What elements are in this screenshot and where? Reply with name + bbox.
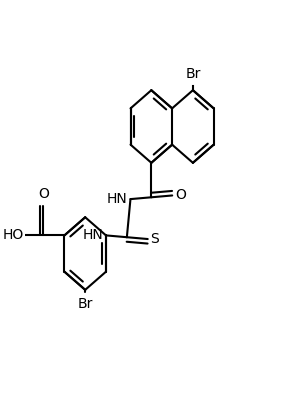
Text: O: O — [175, 189, 186, 202]
Text: Br: Br — [185, 67, 201, 81]
Text: Br: Br — [77, 297, 93, 311]
Text: HN: HN — [107, 192, 128, 206]
Text: O: O — [38, 187, 49, 201]
Text: S: S — [151, 232, 159, 246]
Text: HN: HN — [82, 228, 103, 242]
Text: HO: HO — [3, 228, 24, 242]
